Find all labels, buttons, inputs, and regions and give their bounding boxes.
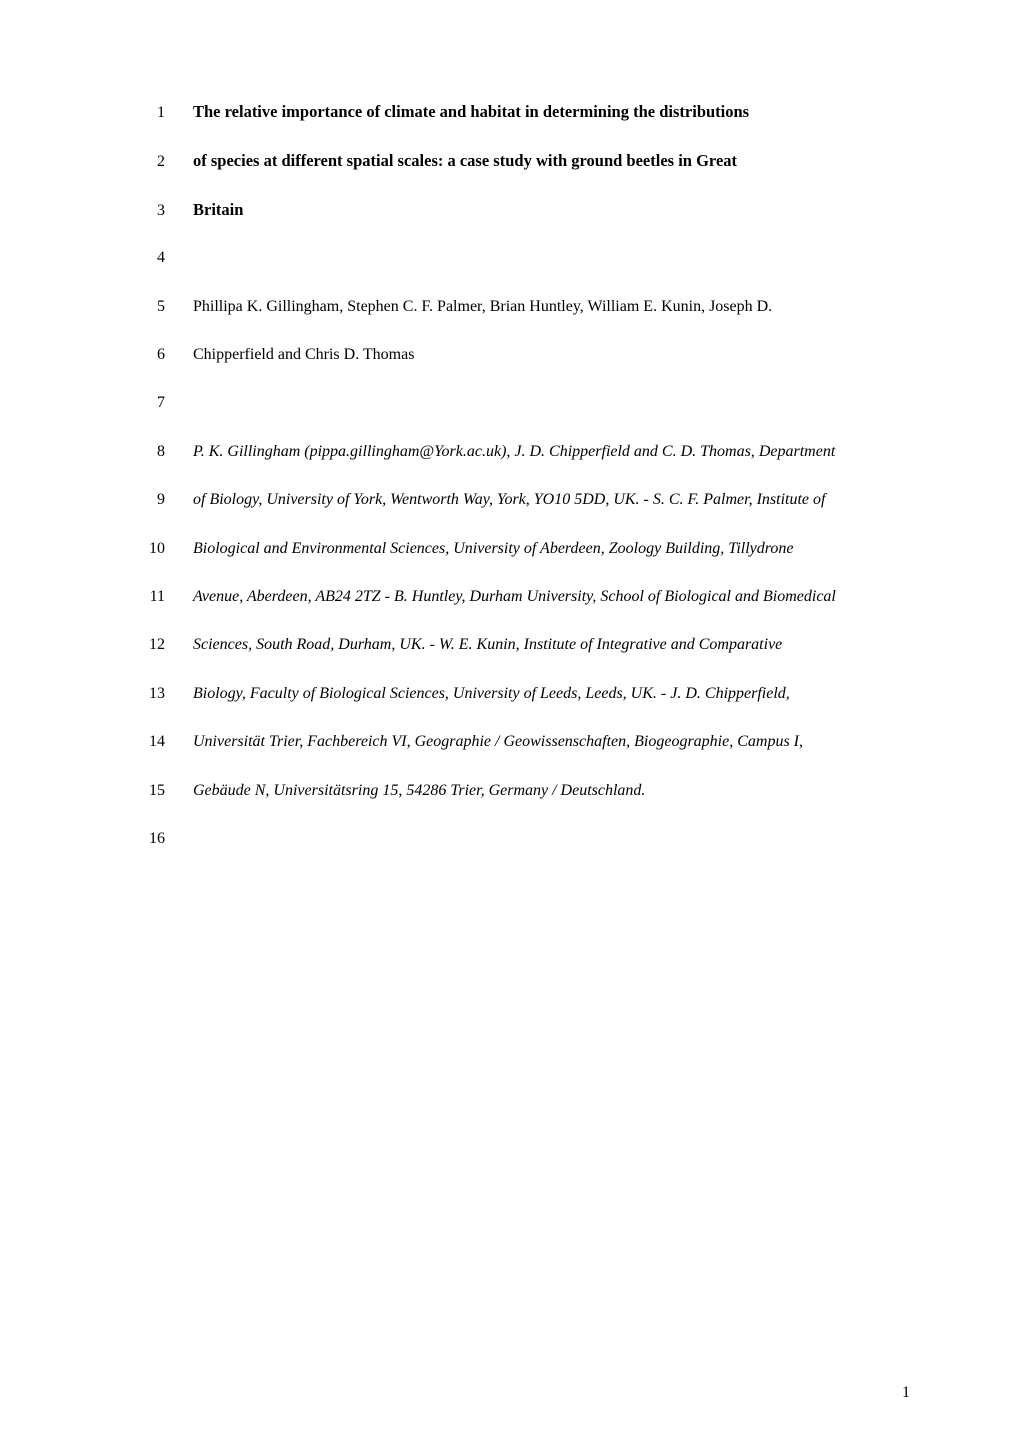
line-number: 11 [130, 588, 165, 606]
manuscript-line: 9 of Biology, University of York, Wentwor… [130, 489, 910, 511]
line-text: Phillipa K. Gillingham, Stephen C. F. Pa… [193, 296, 772, 318]
line-text: Avenue, Aberdeen, AB24 2TZ - B. Huntley,… [193, 586, 836, 608]
line-text: of species at different spatial scales: … [193, 149, 737, 172]
line-text: Biological and Environmental Sciences, U… [193, 538, 794, 560]
line-text: P. K. Gillingham (pippa.gillingham@York.… [193, 441, 835, 463]
manuscript-line: 2 of species at different spatial scales:… [130, 149, 910, 172]
manuscript-line: 12 Sciences, South Road, Durham, UK. - W.… [130, 634, 910, 656]
line-number: 1 [130, 104, 165, 122]
line-number: 10 [130, 540, 165, 558]
manuscript-line: 7 [130, 392, 910, 414]
line-number: 8 [130, 443, 165, 461]
line-text: Universität Trier, Fachbereich VI, Geogr… [193, 731, 803, 753]
manuscript-line: 15 Gebäude N, Universitätsring 15, 54286 … [130, 780, 910, 802]
line-number: 15 [130, 782, 165, 800]
manuscript-line: 10 Biological and Environmental Sciences,… [130, 538, 910, 560]
line-number: 3 [130, 202, 165, 220]
line-number: 14 [130, 733, 165, 751]
line-number: 7 [130, 394, 165, 412]
line-text: Britain [193, 198, 243, 221]
manuscript-line: 11 Avenue, Aberdeen, AB24 2TZ - B. Huntle… [130, 586, 910, 608]
line-text: The relative importance of climate and h… [193, 100, 749, 123]
line-number: 12 [130, 636, 165, 654]
manuscript-line: 8 P. K. Gillingham (pippa.gillingham@York… [130, 441, 910, 463]
manuscript-line: 13 Biology, Faculty of Biological Science… [130, 683, 910, 705]
line-number: 16 [130, 830, 165, 848]
line-text [193, 392, 197, 414]
page-number: 1 [902, 1384, 910, 1402]
line-number: 4 [130, 249, 165, 267]
manuscript-body: 1 The relative importance of climate and … [130, 100, 910, 850]
manuscript-line: 1 The relative importance of climate and … [130, 100, 910, 123]
line-text: Gebäude N, Universitätsring 15, 54286 Tr… [193, 780, 645, 802]
line-text [193, 247, 197, 269]
line-number: 6 [130, 346, 165, 364]
manuscript-line: 16 [130, 828, 910, 850]
line-number: 5 [130, 298, 165, 316]
line-text: of Biology, University of York, Wentwort… [193, 489, 825, 511]
line-number: 9 [130, 491, 165, 509]
line-number: 13 [130, 685, 165, 703]
manuscript-line: 6 Chipperfield and Chris D. Thomas [130, 344, 910, 366]
manuscript-line: 14 Universität Trier, Fachbereich VI, Geo… [130, 731, 910, 753]
line-text [193, 828, 197, 850]
line-number: 2 [130, 153, 165, 171]
line-text: Biology, Faculty of Biological Sciences,… [193, 683, 790, 705]
line-text: Chipperfield and Chris D. Thomas [193, 344, 414, 366]
manuscript-line: 5 Phillipa K. Gillingham, Stephen C. F. P… [130, 296, 910, 318]
manuscript-line: 4 [130, 247, 910, 269]
line-text: Sciences, South Road, Durham, UK. - W. E… [193, 634, 782, 656]
manuscript-line: 3 Britain [130, 198, 910, 221]
